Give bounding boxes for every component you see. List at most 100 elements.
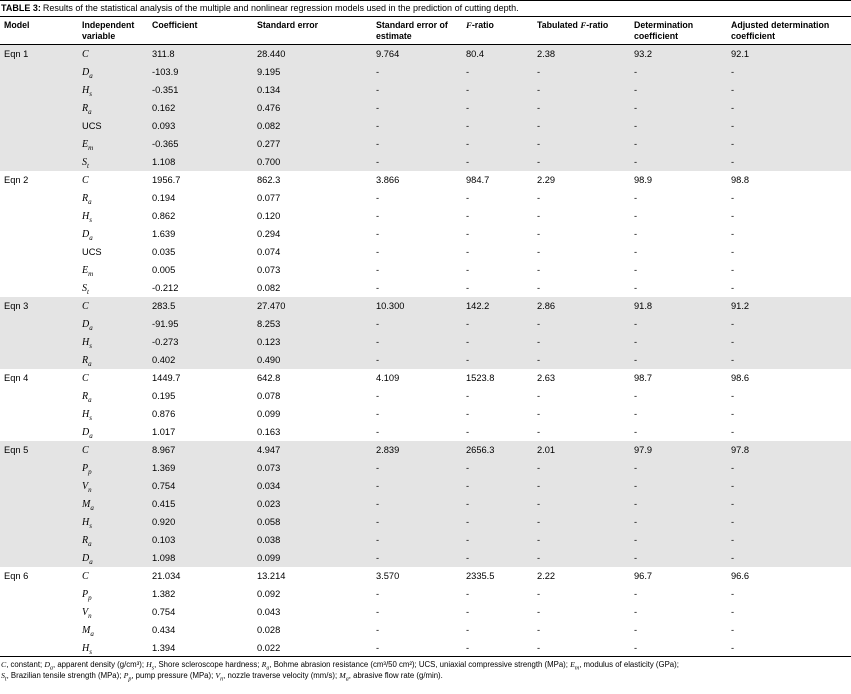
- value-cell: 2.22: [537, 570, 556, 581]
- model-cell: [0, 62, 78, 81]
- value-cell: 1449.7: [152, 372, 181, 383]
- variable-subscript: m: [88, 143, 94, 152]
- value-cell: -: [537, 192, 541, 203]
- table-row: Eqn 5 C 8.967 4.947 2.839 2656.3 2.01 97.9 97.8: [0, 440, 851, 459]
- value-cell: -: [533, 530, 630, 549]
- value-cell: -: [533, 476, 630, 495]
- value-cell: -: [466, 642, 470, 653]
- value-cell: 4.947: [253, 440, 372, 459]
- value-cell: -: [376, 390, 380, 401]
- text-segment: Standard error: [257, 20, 319, 30]
- column-header: Standard error: [253, 16, 372, 45]
- value-cell: -: [376, 192, 380, 203]
- value-cell: -: [634, 192, 638, 203]
- value-cell: 0.194: [152, 192, 176, 203]
- table-row: Ra 0.162 0.476- - - - -: [0, 98, 851, 117]
- variable-subscript: n: [88, 485, 92, 494]
- value-cell: -: [372, 350, 462, 369]
- model-cell: [0, 423, 78, 441]
- value-cell: -: [372, 476, 462, 495]
- value-cell: 1956.7: [152, 174, 181, 185]
- table-row: Eqn 2 C 1956.7 862.3 3.866 984.7 2.29 98.9 98.8: [0, 171, 851, 189]
- value-cell: -: [630, 476, 727, 495]
- value-cell: -: [727, 314, 851, 333]
- table-row: Eqn 1 C 311.8 28.440 9.764 80.4 2.38 93.2 92.1: [0, 44, 851, 63]
- text-segment: Independent variable: [82, 20, 135, 41]
- model-cell: [0, 134, 78, 153]
- value-cell: 0.862: [152, 210, 176, 221]
- value-cell: 0.082: [253, 116, 372, 135]
- variable-cell: Ma: [78, 621, 148, 639]
- text-segment: M: [339, 670, 346, 680]
- value-cell: -: [537, 210, 541, 221]
- value-cell: -: [727, 548, 851, 567]
- value-cell: -91.95: [148, 314, 253, 333]
- value-cell: -: [466, 408, 470, 419]
- value-cell: 0.123: [253, 332, 372, 351]
- variable-symbol: E: [82, 138, 89, 150]
- variable-symbol: R: [82, 102, 89, 114]
- value-cell: -: [727, 332, 851, 351]
- value-cell: 0.093: [148, 116, 253, 135]
- model-cell: Eqn 2: [4, 174, 29, 185]
- table-row: St 1.108 0.700- - - - -: [0, 152, 851, 171]
- variable-symbol: E: [82, 264, 89, 276]
- value-cell: 2.86: [533, 296, 630, 315]
- value-cell: 0.099: [257, 408, 281, 419]
- variable-symbol: V: [82, 480, 89, 492]
- value-cell: 1523.8: [466, 372, 495, 383]
- value-cell: -: [462, 116, 533, 135]
- variable-symbol: C: [82, 300, 89, 312]
- model-cell: [0, 387, 78, 405]
- value-cell: -: [533, 314, 630, 333]
- table-caption-text: Results of the statistical analysis of t…: [42, 3, 519, 13]
- text-segment: Model: [4, 20, 30, 30]
- value-cell: -: [727, 530, 851, 549]
- text-segment: H: [146, 660, 152, 669]
- variable-symbol: UCS: [82, 120, 102, 131]
- model-cell: Eqn 3: [0, 296, 78, 315]
- value-cell: -: [462, 62, 533, 81]
- subscript: n: [220, 676, 224, 683]
- value-cell: -: [533, 152, 630, 171]
- table-caption: TABLE 3: Results of the statistical analy…: [0, 1, 851, 16]
- column-header: Coefficient: [148, 16, 253, 45]
- variable-cell: Ra: [78, 98, 148, 117]
- value-cell: -: [462, 458, 533, 477]
- value-cell: 1.382: [152, 588, 176, 599]
- value-cell: 96.7: [634, 570, 653, 581]
- table-row: Hs 0.920 0.058- - - - -: [0, 512, 851, 531]
- variable-cell: Da: [78, 225, 148, 243]
- value-cell: 0.023: [253, 494, 372, 513]
- value-cell: 13.214: [257, 570, 286, 581]
- model-cell: [0, 314, 78, 333]
- model-cell: [0, 458, 78, 477]
- variable-symbol: D: [82, 552, 90, 564]
- value-cell: -: [462, 98, 533, 117]
- value-cell: -: [533, 98, 630, 117]
- subscript: a: [49, 665, 53, 672]
- column-header: Adjusted determination coefficient: [727, 16, 851, 45]
- variable-subscript: a: [89, 233, 93, 242]
- value-cell: -: [466, 606, 470, 617]
- variable-cell: Hs: [78, 512, 148, 531]
- value-cell: -: [376, 408, 380, 419]
- value-cell: 0.920: [148, 512, 253, 531]
- value-cell: -: [372, 314, 462, 333]
- value-cell: -: [462, 152, 533, 171]
- variable-cell: Hs: [78, 405, 148, 423]
- variable-symbol: M: [82, 498, 91, 510]
- value-cell: -: [462, 134, 533, 153]
- value-cell: -: [537, 426, 541, 437]
- value-cell: -: [731, 588, 735, 599]
- value-cell: 0.120: [257, 210, 281, 221]
- table-row: Eqn 6 C 21.034 13.214 3.570 2335.5 2.22 96.7 96.…: [0, 567, 851, 585]
- model-cell: [0, 639, 78, 657]
- variable-subscript: a: [88, 539, 92, 548]
- variable-subscript: t: [87, 161, 89, 170]
- value-cell: 0.073: [253, 458, 372, 477]
- text-segment: , Brazilian tensile strength (MPa);: [6, 670, 124, 680]
- model-cell: [0, 585, 78, 603]
- value-cell: 0.434: [152, 624, 176, 635]
- model-cell: [0, 261, 78, 279]
